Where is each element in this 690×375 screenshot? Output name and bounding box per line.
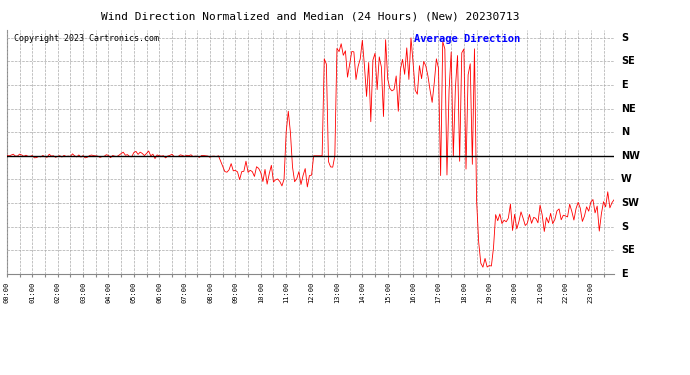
Text: N: N — [621, 127, 629, 137]
Text: NW: NW — [621, 151, 640, 161]
Text: SE: SE — [621, 57, 635, 66]
Text: S: S — [621, 33, 628, 43]
Text: Copyright 2023 Cartronics.com: Copyright 2023 Cartronics.com — [14, 34, 159, 43]
Text: E: E — [621, 80, 628, 90]
Text: Wind Direction Normalized and Median (24 Hours) (New) 20230713: Wind Direction Normalized and Median (24… — [101, 11, 520, 21]
Text: SW: SW — [621, 198, 639, 208]
Text: W: W — [621, 174, 632, 184]
Text: Average Direction: Average Direction — [414, 34, 520, 44]
Text: S: S — [621, 222, 628, 232]
Text: E: E — [621, 269, 628, 279]
Text: SE: SE — [621, 245, 635, 255]
Text: NE: NE — [621, 104, 635, 114]
